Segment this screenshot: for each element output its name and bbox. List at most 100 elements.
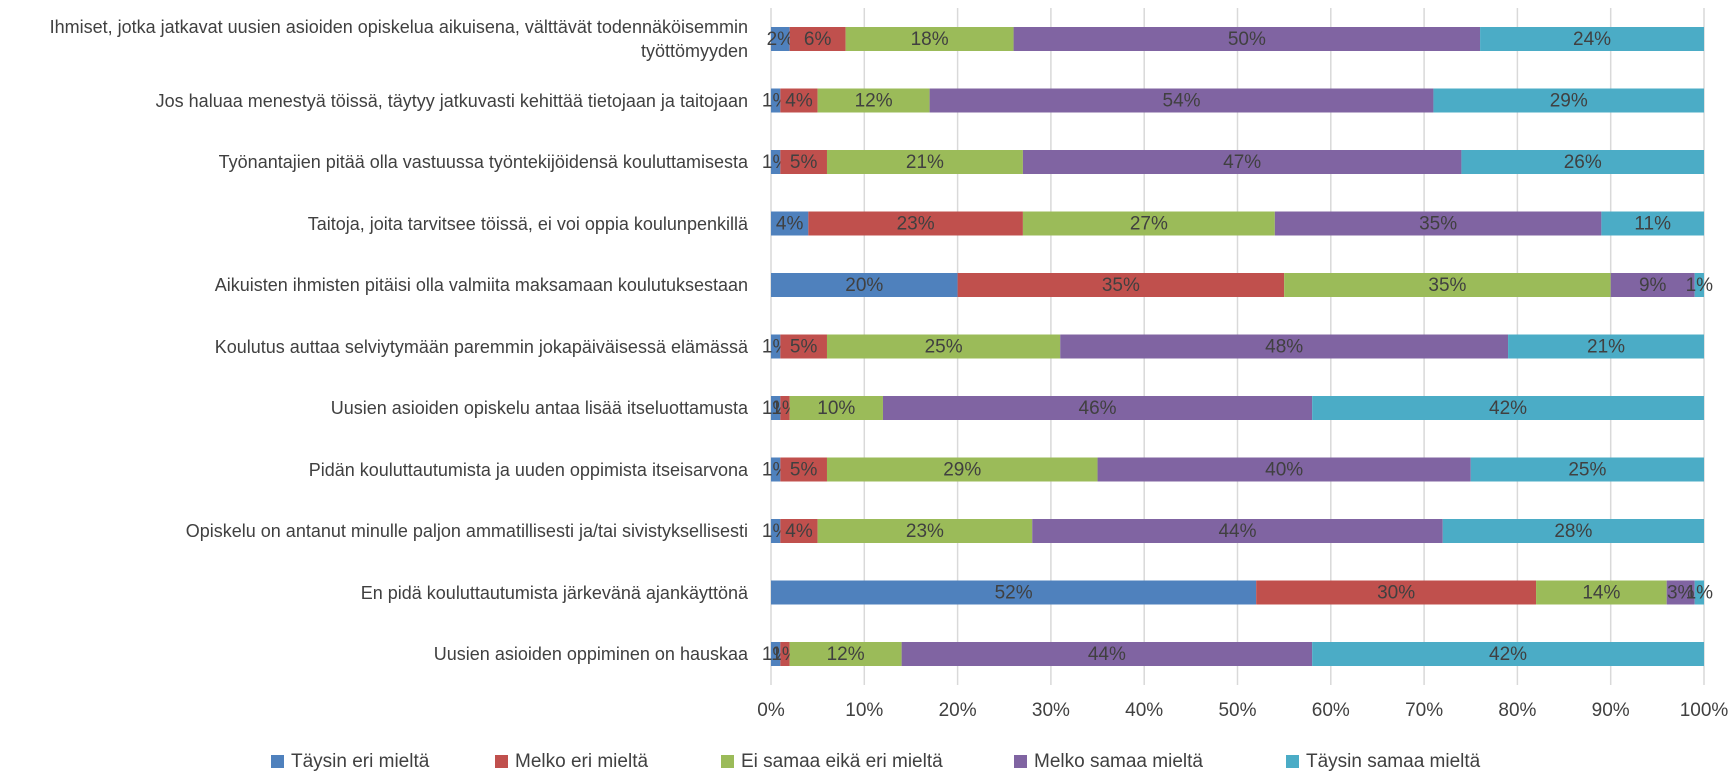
category-label: Uusien asioiden oppiminen on hauskaa [433, 644, 748, 664]
data-label: 21% [906, 152, 944, 173]
data-label: 5% [790, 152, 818, 173]
data-label: 25% [1568, 460, 1606, 481]
data-label: 35% [1428, 275, 1466, 296]
data-label: 6% [804, 29, 832, 50]
data-label: 23% [897, 214, 935, 235]
category-label: Taitoja, joita tarvitsee töissä, ei voi … [307, 213, 748, 234]
category-label: Koulutus auttaa selviytymään paremmin jo… [214, 336, 748, 357]
category-label: Uusien asioiden opiskelu antaa lisää its… [330, 398, 748, 418]
bar-segment [771, 396, 781, 420]
data-label: 21% [1587, 337, 1625, 358]
data-label: 47% [1223, 152, 1261, 173]
legend-label: Ei samaa eikä eri mieltä [741, 751, 943, 772]
bar-segment [808, 211, 1023, 236]
bar-segment [1284, 273, 1611, 297]
bar-segment [1097, 457, 1471, 482]
data-label: 12% [855, 91, 893, 112]
legend-swatch [1014, 755, 1027, 768]
bar-segment [771, 334, 781, 359]
data-label: 35% [1102, 275, 1140, 296]
data-label: 1% [1686, 275, 1714, 296]
data-label: 11% [1634, 214, 1671, 235]
bar-segment [771, 273, 958, 297]
data-label: 28% [1554, 521, 1592, 542]
bar-segment [817, 519, 1033, 543]
data-label: 18% [911, 29, 949, 50]
category-label: Työnantajien pitää olla vastuussa työnte… [218, 152, 748, 172]
data-label: 24% [1573, 29, 1611, 50]
bar-segment [1694, 273, 1704, 297]
legend-label: Täysin eri mieltä [291, 751, 430, 772]
bar-segment [929, 88, 1434, 113]
data-label: 44% [1218, 521, 1256, 542]
bar-segment [817, 88, 930, 113]
x-tick-label: 90% [1592, 700, 1630, 721]
data-label: 42% [1489, 644, 1527, 665]
legend-swatch [495, 755, 508, 768]
bar-segment [1022, 150, 1462, 174]
bar-segment [780, 334, 827, 359]
bar-segment [771, 211, 809, 236]
data-label: 27% [1130, 214, 1168, 235]
legend-swatch [721, 755, 734, 768]
bar-segment [957, 273, 1285, 297]
bar-segment [771, 580, 1257, 605]
data-label: 35% [1419, 214, 1457, 235]
category-label: Ihmiset, jotka jatkavat uusien asioiden … [49, 17, 748, 61]
data-label: 2% [767, 29, 795, 50]
bar-segment [1256, 580, 1537, 605]
data-label: 50% [1228, 29, 1266, 50]
category-label: Jos haluaa menestyä töissä, täytyy jatku… [155, 90, 748, 111]
data-label: 52% [995, 583, 1033, 604]
data-label: 29% [943, 460, 981, 481]
bar-segment [780, 396, 790, 420]
data-label: 4% [785, 91, 813, 112]
bar-segment [771, 88, 781, 113]
bar-segment [1470, 457, 1704, 482]
data-label: 25% [925, 337, 963, 358]
category-label: Aikuisten ihmisten pitäisi olla valmiita… [214, 275, 748, 295]
bar-segment [882, 396, 1313, 420]
bar-segment [901, 642, 1313, 666]
bar-segment [1312, 396, 1704, 420]
x-tick-label: 10% [845, 700, 883, 721]
x-tick-label: 40% [1125, 700, 1163, 721]
legend-label: Melko eri mieltä [515, 751, 648, 772]
x-tick-label: 70% [1405, 700, 1443, 721]
category-label: En pidä kouluttautumista järkevänä ajank… [360, 582, 748, 603]
data-label: 29% [1550, 91, 1588, 112]
bar-segment [780, 88, 818, 113]
bar-segment [1013, 27, 1481, 51]
data-label: 30% [1377, 583, 1415, 604]
bar-segment [1536, 580, 1667, 605]
data-label: 44% [1088, 644, 1126, 665]
legend-swatch [1286, 755, 1299, 768]
bar-segment [771, 642, 781, 666]
data-label: 46% [1079, 398, 1117, 419]
legend-swatch [271, 755, 284, 768]
data-label: 42% [1489, 398, 1527, 419]
bar-segment [826, 457, 1098, 482]
legend-label: Melko samaa mieltä [1034, 751, 1203, 772]
bar-segment [826, 150, 1023, 174]
x-tick-label: 60% [1312, 700, 1350, 721]
bar-segment [789, 396, 883, 420]
data-label: 23% [906, 521, 944, 542]
data-label: 1% [1686, 583, 1714, 604]
data-label: 14% [1582, 583, 1620, 604]
data-label: 54% [1163, 91, 1201, 112]
category-label: Opiskelu on antanut minulle paljon ammat… [185, 521, 748, 541]
x-tick-label: 80% [1498, 700, 1536, 721]
bar-segment [780, 642, 790, 666]
data-label: 10% [817, 398, 855, 419]
bar-segment [1312, 642, 1704, 666]
legend-label: Täysin samaa mieltä [1306, 751, 1481, 772]
bar-segment [789, 642, 902, 666]
data-label: 4% [776, 214, 804, 235]
bar-segment [845, 27, 1014, 51]
category-label: Pidän kouluttautumista ja uuden oppimist… [308, 459, 748, 480]
x-tick-label: 50% [1218, 700, 1256, 721]
bar-segment [780, 150, 827, 174]
